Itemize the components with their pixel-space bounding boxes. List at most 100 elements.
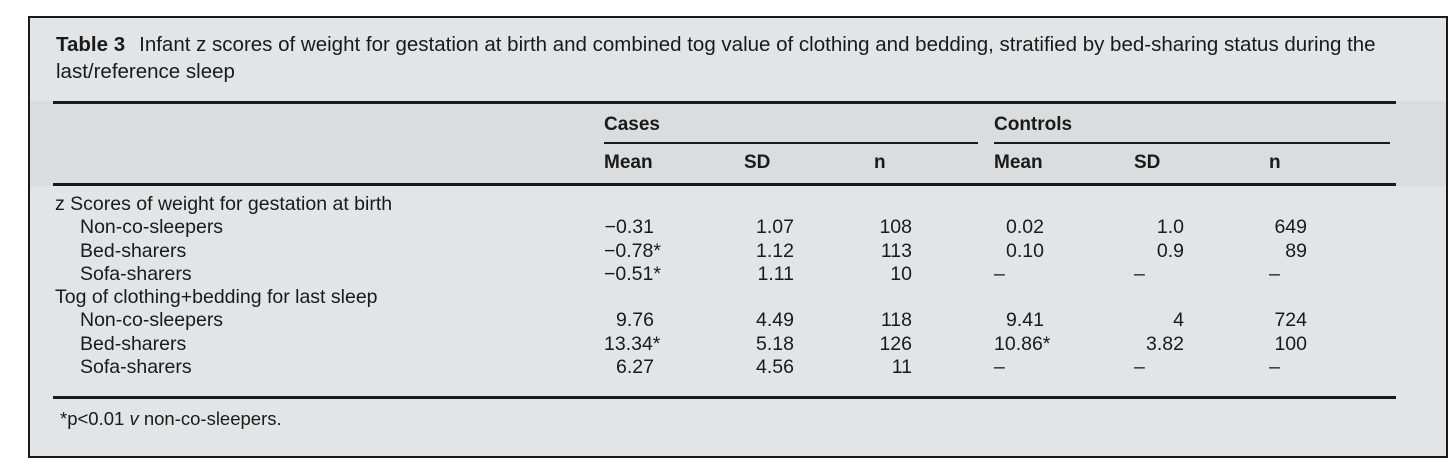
cell-value: 4.56 xyxy=(756,356,794,379)
controls-n-cell: 724 xyxy=(1269,309,1396,332)
cell-value: 6.27 xyxy=(616,356,654,379)
column-group-row: Cases Controls xyxy=(53,104,1396,144)
cases-n-cell: 108 xyxy=(874,216,994,239)
cell-value: – xyxy=(1134,356,1145,379)
cell-value: 108 xyxy=(879,216,912,239)
cases-sd-cell: 1.07 xyxy=(744,216,874,239)
table-footnote: *p<0.01 v non-co-sleepers. xyxy=(30,399,1446,430)
cell-value: 113 xyxy=(880,239,912,262)
rule-header-bottom xyxy=(53,183,1396,186)
cases-n-header: n xyxy=(874,152,886,173)
cases-mean-cell: −0.78* xyxy=(604,240,744,263)
cell-value: – xyxy=(1269,356,1280,379)
row-label: Non-co-sleepers xyxy=(80,216,224,239)
cases-mean-cell: −0.31 xyxy=(604,216,744,239)
controls-sd-cell: – xyxy=(1134,263,1269,286)
cell-value: 0.10 xyxy=(1006,239,1044,262)
label-column-header xyxy=(53,152,604,174)
controls-n-cell: – xyxy=(1269,356,1396,379)
rule-bottom xyxy=(53,396,1396,400)
cases-mean-cell: 13.34* xyxy=(604,333,744,356)
controls-sd-header: SD xyxy=(1134,152,1161,173)
section-header-row: Tog of clothing+bedding for last sleep xyxy=(53,286,1396,309)
controls-n-cell: 100 xyxy=(1269,333,1396,356)
table-row: Sofa-sharers −0.51* 1.11 10 – – – xyxy=(53,263,1396,286)
cases-sd-header: SD xyxy=(744,152,771,173)
cell-value: 10.86* xyxy=(994,332,1051,355)
footnote-prefix: *p<0.01 xyxy=(60,408,130,430)
cell-value: 89 xyxy=(1285,239,1307,262)
cell-value: −0.78* xyxy=(604,239,661,262)
table-row: Non-co-sleepers −0.31 1.07 108 0.02 1.0 … xyxy=(53,216,1396,239)
cell-value: – xyxy=(1269,262,1280,285)
row-label: Bed-sharers xyxy=(80,239,187,262)
column-header-band: Cases Controls Mean SD n Mean SD n xyxy=(30,101,1446,186)
section-header: z Scores of weight for gestation at birt… xyxy=(55,193,393,215)
footnote-versus: v xyxy=(129,408,139,430)
cell-value: 10 xyxy=(890,262,912,285)
cell-value: 0.9 xyxy=(1156,239,1184,262)
controls-mean-header: Mean xyxy=(994,152,1043,173)
cell-value: −0.51* xyxy=(604,262,661,285)
table-caption: Table 3 Infant z scores of weight for ges… xyxy=(30,18,1446,85)
row-label: Sofa-sharers xyxy=(80,262,192,285)
cell-value: 3.82 xyxy=(1146,332,1184,355)
cell-value: 5.18 xyxy=(756,332,794,355)
controls-mean-cell: 9.41 xyxy=(994,309,1134,332)
cases-sd-cell: 5.18 xyxy=(744,333,874,356)
cell-value: – xyxy=(994,262,1005,285)
cell-value: 724 xyxy=(1274,309,1307,332)
controls-sd-cell: 4 xyxy=(1134,309,1269,332)
controls-n-cell: 89 xyxy=(1269,240,1396,263)
cases-sd-cell: 4.56 xyxy=(744,356,874,379)
cases-mean-cell: 9.76 xyxy=(604,309,744,332)
controls-mean-cell: 10.86* xyxy=(994,333,1134,356)
cell-value: 9.41 xyxy=(1006,309,1044,332)
cell-value: 1.0 xyxy=(1156,216,1184,239)
cases-n-cell: 10 xyxy=(874,263,994,286)
cell-value: 1.07 xyxy=(756,216,794,239)
row-label: Non-co-sleepers xyxy=(80,309,224,332)
table-row: Non-co-sleepers 9.76 4.49 118 9.41 4 724 xyxy=(53,309,1396,332)
controls-mean-cell: 0.02 xyxy=(994,216,1134,239)
table-row: Sofa-sharers 6.27 4.56 11 – – – xyxy=(53,356,1396,379)
row-label: Bed-sharers xyxy=(80,332,187,355)
controls-group-header: Controls xyxy=(994,114,1390,144)
cell-value: 1.12 xyxy=(756,239,794,262)
cases-group-header: Cases xyxy=(604,114,978,144)
cell-value: 118 xyxy=(880,309,912,332)
table-body: z Scores of weight for gestation at birt… xyxy=(30,186,1446,396)
cases-n-cell: 113 xyxy=(874,240,994,263)
cases-sd-cell: 1.12 xyxy=(744,240,874,263)
section-header: Tog of clothing+bedding for last sleep xyxy=(55,286,378,309)
cases-n-cell: 118 xyxy=(874,309,994,332)
controls-n-header: n xyxy=(1269,152,1281,173)
cell-value: – xyxy=(1134,262,1145,285)
cell-value: 1.11 xyxy=(757,262,794,285)
cell-value: 0.02 xyxy=(1006,216,1044,239)
controls-sd-cell: 0.9 xyxy=(1134,240,1269,263)
controls-sd-cell: 3.82 xyxy=(1134,333,1269,356)
controls-mean-cell: 0.10 xyxy=(994,240,1134,263)
cases-n-cell: 126 xyxy=(874,333,994,356)
cell-value: 126 xyxy=(879,332,912,355)
controls-sd-cell: 1.0 xyxy=(1134,216,1269,239)
cases-sd-cell: 4.49 xyxy=(744,309,874,332)
cell-value: 13.34* xyxy=(604,332,661,355)
cell-value: 11 xyxy=(891,356,912,379)
cell-value: 4.49 xyxy=(756,309,794,332)
cell-value: – xyxy=(994,356,1005,379)
cell-value: 649 xyxy=(1274,216,1307,239)
cases-n-cell: 11 xyxy=(874,356,994,379)
cases-mean-header: Mean xyxy=(604,152,653,173)
cell-value: 9.76 xyxy=(616,309,654,332)
table-number: Table 3 xyxy=(56,33,126,56)
controls-mean-cell: – xyxy=(994,356,1134,379)
table-row: Bed-sharers 13.34* 5.18 126 10.86* 3.82 … xyxy=(53,333,1396,356)
footnote-suffix: non-co-sleepers. xyxy=(138,408,282,430)
table-title-text: Infant z scores of weight for gestation … xyxy=(56,33,1376,83)
cases-sd-cell: 1.11 xyxy=(744,263,874,286)
cases-mean-cell: −0.51* xyxy=(604,263,744,286)
cell-value: 100 xyxy=(1274,332,1307,355)
cell-value: 4 xyxy=(1173,309,1184,332)
